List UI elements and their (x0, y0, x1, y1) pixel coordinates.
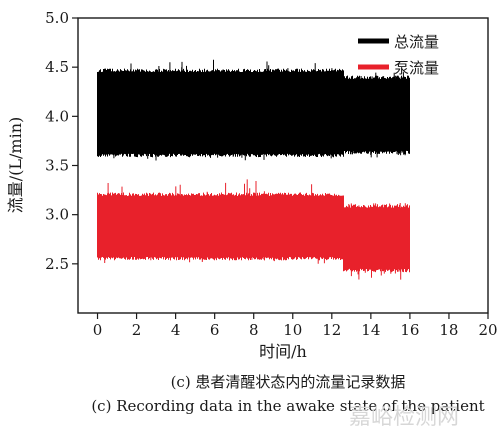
series-1-noise-1 (343, 204, 410, 273)
y-axis: 2.5 3.0 3.5 4.0 4.5 5.0 (45, 9, 78, 273)
y-tick-label: 5.0 (45, 9, 69, 27)
x-tick-label: 8 (249, 321, 259, 339)
series-1-noise-0 (97, 192, 344, 261)
x-axis-label: 时间/h (259, 342, 307, 361)
series-1-spikes-1 (348, 203, 406, 280)
series-1 (97, 179, 410, 280)
legend: 总流量 泵流量 (358, 33, 439, 77)
x-tick-label: 12 (322, 321, 341, 339)
series-0-noise-0 (97, 68, 344, 158)
y-tick-label: 4.5 (45, 58, 69, 76)
watermark: 嘉峪检测网 (349, 405, 459, 430)
legend-label-pump-flow: 泵流量 (394, 59, 439, 77)
caption-english: (c) Recording data in the awake state of… (91, 397, 484, 415)
x-tick-label: 10 (283, 321, 302, 339)
x-axis: 0 2 4 6 8 10 12 14 16 18 20 (93, 313, 498, 339)
data-layer (97, 59, 410, 280)
series-0 (97, 59, 410, 161)
x-tick-label: 6 (210, 321, 220, 339)
series-0-spikes-0 (113, 59, 333, 161)
x-tick-label: 14 (361, 321, 380, 339)
x-tick-label: 2 (132, 321, 142, 339)
y-axis-label: 流量/(L/min) (6, 117, 25, 214)
y-tick-label: 3.0 (45, 206, 69, 224)
x-tick-label: 20 (478, 321, 497, 339)
y-tick-label: 3.5 (45, 157, 69, 175)
x-tick-label: 16 (400, 321, 419, 339)
x-tick-label: 0 (93, 321, 103, 339)
legend-label-total-flow: 总流量 (394, 33, 439, 51)
series-0-noise-1 (343, 75, 410, 155)
series-0-spikes-1 (343, 72, 406, 158)
y-tick-label: 2.5 (45, 255, 69, 273)
y-tick-label: 4.0 (45, 107, 69, 125)
x-tick-label: 18 (439, 321, 458, 339)
series-1-spikes-0 (104, 179, 340, 264)
caption-chinese: (c) 患者清醒状态内的流量记录数据 (171, 373, 406, 391)
x-tick-label: 4 (171, 321, 181, 339)
